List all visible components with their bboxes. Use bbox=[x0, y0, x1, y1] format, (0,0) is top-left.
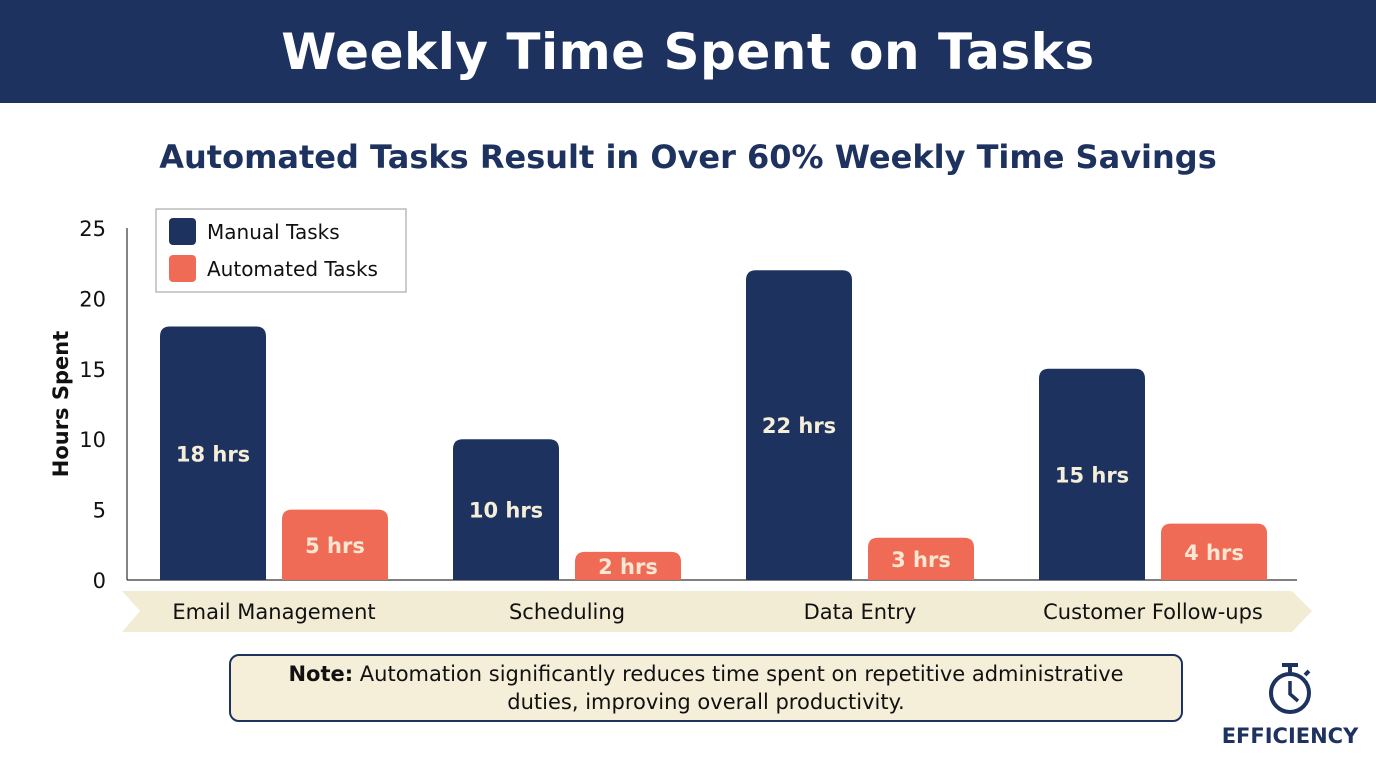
x-tick-label: Data Entry bbox=[804, 600, 917, 624]
bar-value-label: 5 hrs bbox=[305, 534, 365, 558]
bar-value-label: 4 hrs bbox=[1184, 541, 1244, 565]
manual-bar bbox=[453, 439, 559, 580]
page-title: Weekly Time Spent on Tasks bbox=[281, 22, 1095, 81]
manual-bar bbox=[160, 326, 266, 580]
legend-box bbox=[155, 208, 407, 293]
bar-value-label: 15 hrs bbox=[1055, 463, 1129, 487]
automated-bar bbox=[575, 551, 681, 580]
bar-value-label: 3 hrs bbox=[891, 548, 951, 572]
legend-label: Automated Tasks bbox=[207, 257, 378, 281]
bar-value-label: 2 hrs bbox=[598, 555, 658, 579]
automated-bar bbox=[868, 537, 974, 580]
y-tick-label: 15 bbox=[79, 358, 106, 382]
automated-bar bbox=[1161, 523, 1267, 580]
y-tick-label: 20 bbox=[79, 287, 106, 311]
bar-value-label: 22 hrs bbox=[762, 414, 836, 438]
manual-bar bbox=[746, 270, 852, 580]
note-label: Note: bbox=[288, 662, 354, 686]
note-text: Automation significantly reduces time sp… bbox=[353, 662, 1124, 714]
legend-swatch bbox=[169, 255, 196, 282]
legend-label: Manual Tasks bbox=[207, 220, 340, 244]
badge-label: EFFICIENCY bbox=[1221, 724, 1359, 748]
legend-swatch bbox=[169, 218, 196, 245]
y-tick-label: 25 bbox=[79, 217, 106, 241]
y-tick-label: 10 bbox=[79, 428, 106, 452]
manual-bar bbox=[1039, 368, 1145, 580]
category-ribbon bbox=[122, 591, 1312, 632]
x-tick-label: Email Management bbox=[172, 600, 375, 624]
y-tick-label: 5 bbox=[93, 499, 106, 523]
y-tick-label: 0 bbox=[93, 569, 106, 593]
bar-value-label: 10 hrs bbox=[469, 499, 543, 523]
chart-subtitle: Automated Tasks Result in Over 60% Weekl… bbox=[159, 138, 1217, 176]
y-axis-label: Hours Spent bbox=[49, 331, 73, 478]
title-banner: Weekly Time Spent on Tasks bbox=[0, 0, 1376, 103]
x-tick-label: Scheduling bbox=[509, 600, 625, 624]
x-tick-label: Customer Follow-ups bbox=[1043, 600, 1263, 624]
efficiency-badge: EFFICIENCY bbox=[1220, 660, 1360, 748]
note-box: Note: Automation significantly reduces t… bbox=[229, 654, 1183, 722]
stopwatch-icon bbox=[1269, 663, 1311, 714]
automated-bar bbox=[282, 509, 388, 580]
bar-value-label: 18 hrs bbox=[176, 442, 250, 466]
